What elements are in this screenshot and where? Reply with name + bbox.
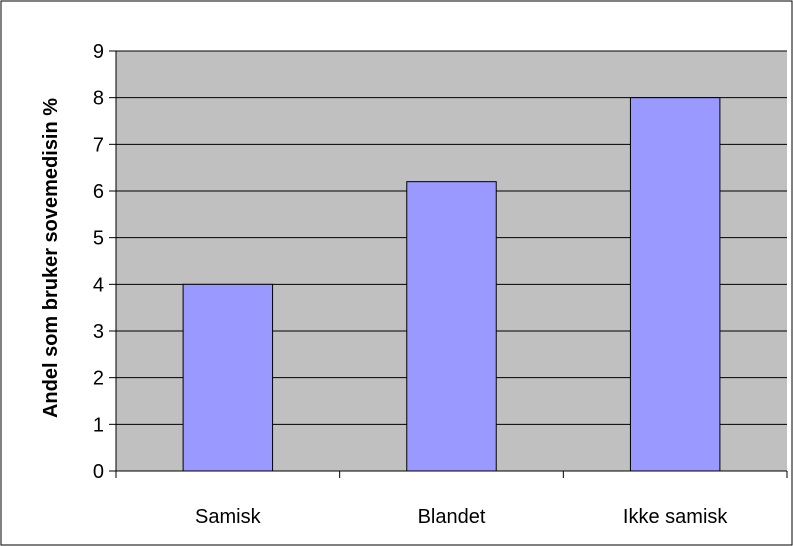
y-tick-label: 1: [93, 414, 104, 436]
y-tick-label: 6: [93, 181, 104, 203]
bar-samisk: [182, 283, 274, 472]
bars: [182, 97, 721, 472]
y-tick-label: 8: [93, 88, 104, 110]
y-axis-ticks: 0 1 2 3 4 5 6 7 8 9: [93, 41, 116, 483]
y-tick-label: 0: [93, 461, 104, 483]
x-tick-label: Ikke samisk: [623, 506, 728, 528]
y-tick-label: 4: [93, 274, 104, 296]
y-tick-label: 2: [93, 368, 104, 390]
y-tick-label: 3: [93, 321, 104, 343]
bar-ikke-samisk: [629, 97, 721, 472]
y-tick-label: 7: [93, 134, 104, 156]
x-tick-label: Samisk: [195, 506, 262, 528]
x-axis-ticks: Samisk Blandet Ikke samisk: [115, 471, 788, 528]
bar-blandet: [406, 181, 497, 472]
y-tick-label: 9: [93, 41, 104, 63]
y-axis-title: Andel som bruker sovemedisin %: [40, 98, 62, 418]
axes: [115, 51, 787, 472]
y-tick-label: 5: [93, 228, 104, 250]
x-tick-label: Blandet: [418, 506, 486, 528]
